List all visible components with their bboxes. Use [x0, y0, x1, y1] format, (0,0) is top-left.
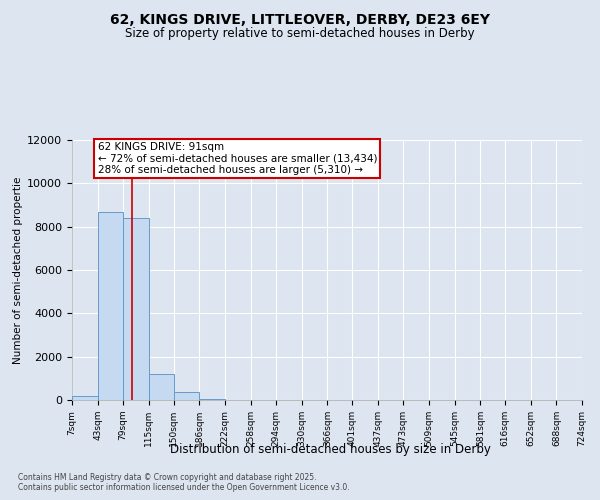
- Bar: [98, 212, 123, 400]
- Text: Contains public sector information licensed under the Open Government Licence v3: Contains public sector information licen…: [18, 482, 350, 492]
- Bar: [149, 374, 174, 400]
- Text: 62 KINGS DRIVE: 91sqm
← 72% of semi-detached houses are smaller (13,434)
28% of : 62 KINGS DRIVE: 91sqm ← 72% of semi-deta…: [98, 142, 377, 176]
- Bar: [174, 392, 199, 400]
- Text: Contains HM Land Registry data © Crown copyright and database right 2025.: Contains HM Land Registry data © Crown c…: [18, 472, 317, 482]
- Text: Distribution of semi-detached houses by size in Derby: Distribution of semi-detached houses by …: [170, 442, 490, 456]
- Text: 62, KINGS DRIVE, LITTLEOVER, DERBY, DE23 6EY: 62, KINGS DRIVE, LITTLEOVER, DERBY, DE23…: [110, 12, 490, 26]
- Bar: [123, 218, 149, 400]
- Text: Size of property relative to semi-detached houses in Derby: Size of property relative to semi-detach…: [125, 28, 475, 40]
- Y-axis label: Number of semi-detached propertie: Number of semi-detached propertie: [13, 176, 23, 364]
- Bar: [199, 398, 225, 400]
- Bar: [72, 396, 98, 400]
